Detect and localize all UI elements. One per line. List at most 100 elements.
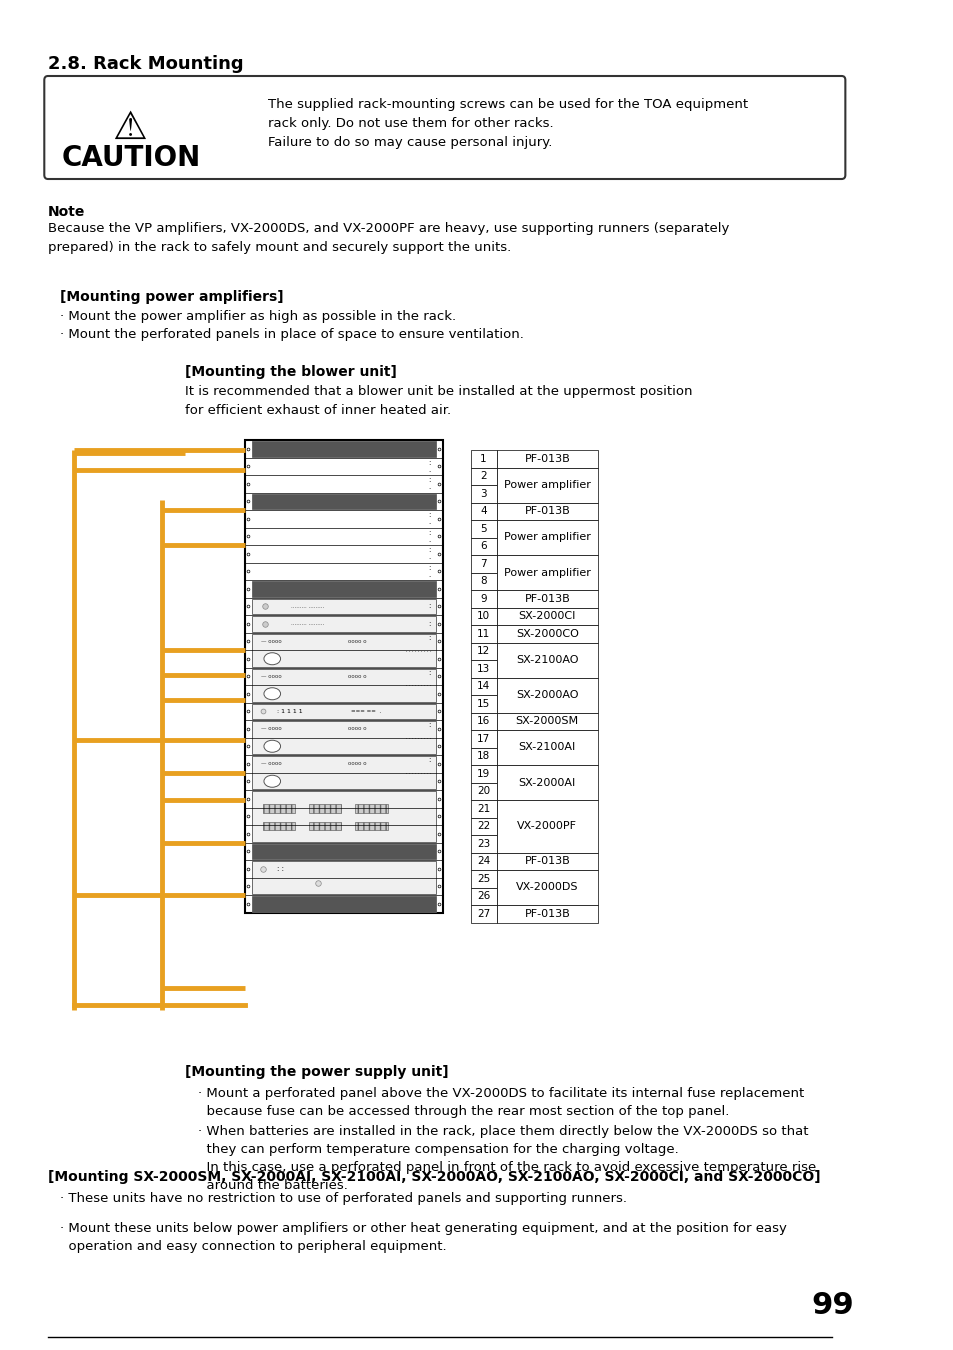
Bar [496, 555, 598, 590]
Bar [309, 805, 341, 813]
Text: [Mounting the power supply unit]: [Mounting the power supply unit] [184, 1065, 448, 1079]
Text: 19: 19 [476, 768, 490, 779]
Text: 99: 99 [810, 1291, 853, 1320]
Text: 17: 17 [476, 734, 490, 744]
Text: oooo o: oooo o [348, 726, 366, 732]
Text: CAUTION: CAUTION [61, 144, 200, 171]
Text: :
.: : . [428, 460, 430, 472]
Bar [470, 836, 496, 852]
Text: 16: 16 [476, 717, 490, 726]
Bar [244, 440, 442, 913]
Text: 8: 8 [479, 576, 486, 586]
Text: — oooo: — oooo [261, 639, 282, 644]
Bar [252, 441, 436, 456]
Text: :: : [428, 757, 430, 763]
Bar [470, 852, 496, 869]
Text: 27: 27 [476, 909, 490, 919]
Text: 13: 13 [476, 664, 490, 674]
Text: · Mount the power amplifier as high as possible in the rack.: · Mount the power amplifier as high as p… [60, 310, 456, 323]
Text: . . . . . . . . .: . . . . . . . . . [406, 734, 432, 740]
Bar [263, 805, 295, 813]
Text: — oooo: — oooo [261, 761, 282, 767]
Bar [496, 852, 598, 869]
Text: VX-2000PF: VX-2000PF [517, 821, 577, 832]
Bar [470, 555, 496, 572]
Text: 2.8. Rack Mounting: 2.8. Rack Mounting [48, 55, 243, 73]
Text: SX-2000CO: SX-2000CO [516, 629, 578, 639]
Text: SX-2100AI: SX-2100AI [518, 743, 576, 752]
Bar [496, 904, 598, 922]
Bar [252, 633, 436, 667]
Bar [496, 713, 598, 730]
FancyBboxPatch shape [44, 76, 844, 180]
Text: [Mounting SX-2000SM, SX-2000AI, SX-2100AI, SX-2000AO, SX-2100AO, SX-2000CI, and : [Mounting SX-2000SM, SX-2000AI, SX-2100A… [48, 1170, 820, 1184]
Bar [496, 801, 598, 852]
Text: · Mount the perforated panels in place of space to ensure ventilation.: · Mount the perforated panels in place o… [60, 328, 523, 342]
Text: Power amplifier: Power amplifier [503, 567, 590, 578]
Bar [496, 590, 598, 608]
Bar [470, 608, 496, 625]
Text: :: : [428, 634, 430, 641]
Text: 22: 22 [476, 821, 490, 832]
Bar [470, 485, 496, 502]
Text: PF-013B: PF-013B [524, 856, 570, 867]
Text: 15: 15 [476, 699, 490, 709]
Bar [252, 896, 436, 911]
Text: PF-013B: PF-013B [524, 594, 570, 603]
Text: 18: 18 [476, 751, 490, 761]
Text: . . . . . . . . .: . . . . . . . . . [406, 648, 432, 652]
Text: Note: Note [48, 205, 85, 219]
Text: ......... .........: ......... ......... [291, 603, 324, 609]
Text: :: : [428, 722, 430, 728]
Bar [470, 801, 496, 818]
Bar [496, 678, 598, 713]
Text: SX-2000AI: SX-2000AI [518, 778, 576, 787]
Text: · These units have no restriction to use of perforated panels and supporting run: · These units have no restriction to use… [60, 1192, 626, 1206]
Bar [470, 748, 496, 765]
Text: oooo o: oooo o [348, 761, 366, 767]
Bar [252, 616, 436, 632]
Text: :
.: : . [428, 512, 430, 525]
Text: 20: 20 [476, 786, 490, 796]
Text: PF-013B: PF-013B [524, 454, 570, 464]
Text: PF-013B: PF-013B [524, 506, 570, 516]
Bar [470, 818, 496, 836]
Bar [470, 590, 496, 608]
Text: :
.: : . [428, 529, 430, 543]
Text: — oooo: — oooo [261, 674, 282, 679]
Text: === ==  .: === == . [351, 709, 380, 714]
Bar [470, 869, 496, 887]
Text: 12: 12 [476, 647, 490, 656]
Bar [496, 520, 598, 555]
Bar [496, 450, 598, 467]
Text: — oooo: — oooo [261, 726, 282, 732]
Text: 14: 14 [476, 682, 490, 691]
Bar [263, 822, 295, 830]
Bar [496, 765, 598, 801]
Bar [470, 520, 496, 537]
Text: 24: 24 [476, 856, 490, 867]
Bar [252, 494, 436, 509]
Text: :
.: : . [428, 564, 430, 578]
Bar [470, 765, 496, 783]
Text: 23: 23 [476, 838, 490, 849]
Text: 3: 3 [479, 489, 486, 498]
Bar [496, 643, 598, 678]
Bar [470, 537, 496, 555]
Text: VX-2000DS: VX-2000DS [516, 883, 578, 892]
Bar [470, 678, 496, 695]
Bar [252, 756, 436, 788]
Text: 26: 26 [476, 891, 490, 902]
Bar [496, 502, 598, 520]
Text: :: : [428, 621, 430, 626]
Bar [252, 861, 436, 894]
Text: oooo o: oooo o [348, 674, 366, 679]
Bar [496, 730, 598, 765]
Bar [252, 844, 436, 859]
Text: SX-2000CI: SX-2000CI [518, 612, 576, 621]
Bar [252, 668, 436, 702]
Bar [470, 643, 496, 660]
Bar [252, 580, 436, 597]
Text: 25: 25 [476, 873, 490, 884]
Text: : :: : : [276, 865, 284, 872]
